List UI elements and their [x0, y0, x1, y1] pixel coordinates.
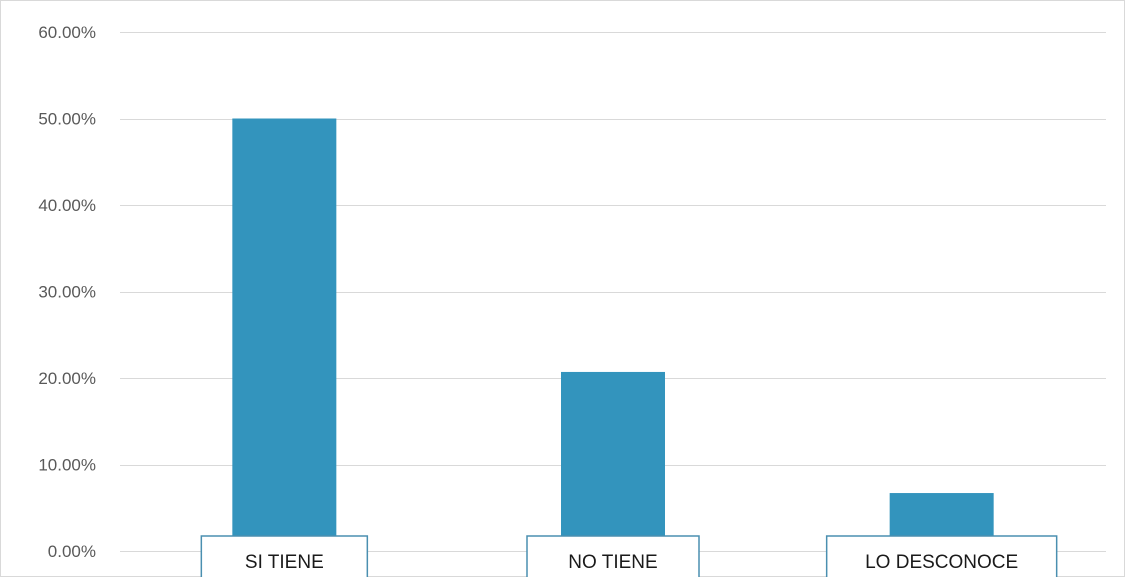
- y-tick-label: 60.00%: [38, 23, 96, 42]
- category-label-box: [526, 535, 700, 577]
- bar: [232, 118, 337, 551]
- category-label: SI TIENE: [245, 552, 324, 573]
- y-tick-label: 20.00%: [38, 369, 96, 388]
- bar: [561, 371, 665, 551]
- y-tick-label: 30.00%: [38, 283, 96, 302]
- bars: [232, 118, 994, 551]
- y-tick-label: 50.00%: [38, 110, 96, 129]
- category-labels: SI TIENE NO TIENE LO DESCONOCE: [200, 535, 1058, 577]
- category-label-box: [200, 535, 369, 577]
- y-tick-label: 10.00%: [38, 456, 96, 475]
- y-tick-label: 40.00%: [38, 196, 96, 215]
- category-label: NO TIENE: [568, 552, 657, 573]
- category-label: LO DESCONOCE: [865, 552, 1018, 573]
- y-axis-tick-labels: 0.00% 10.00% 20.00% 30.00% 40.00% 50.00% 60.00…: [38, 23, 96, 561]
- category-label-box: [825, 535, 1058, 577]
- y-tick-label: 0.00%: [48, 542, 96, 561]
